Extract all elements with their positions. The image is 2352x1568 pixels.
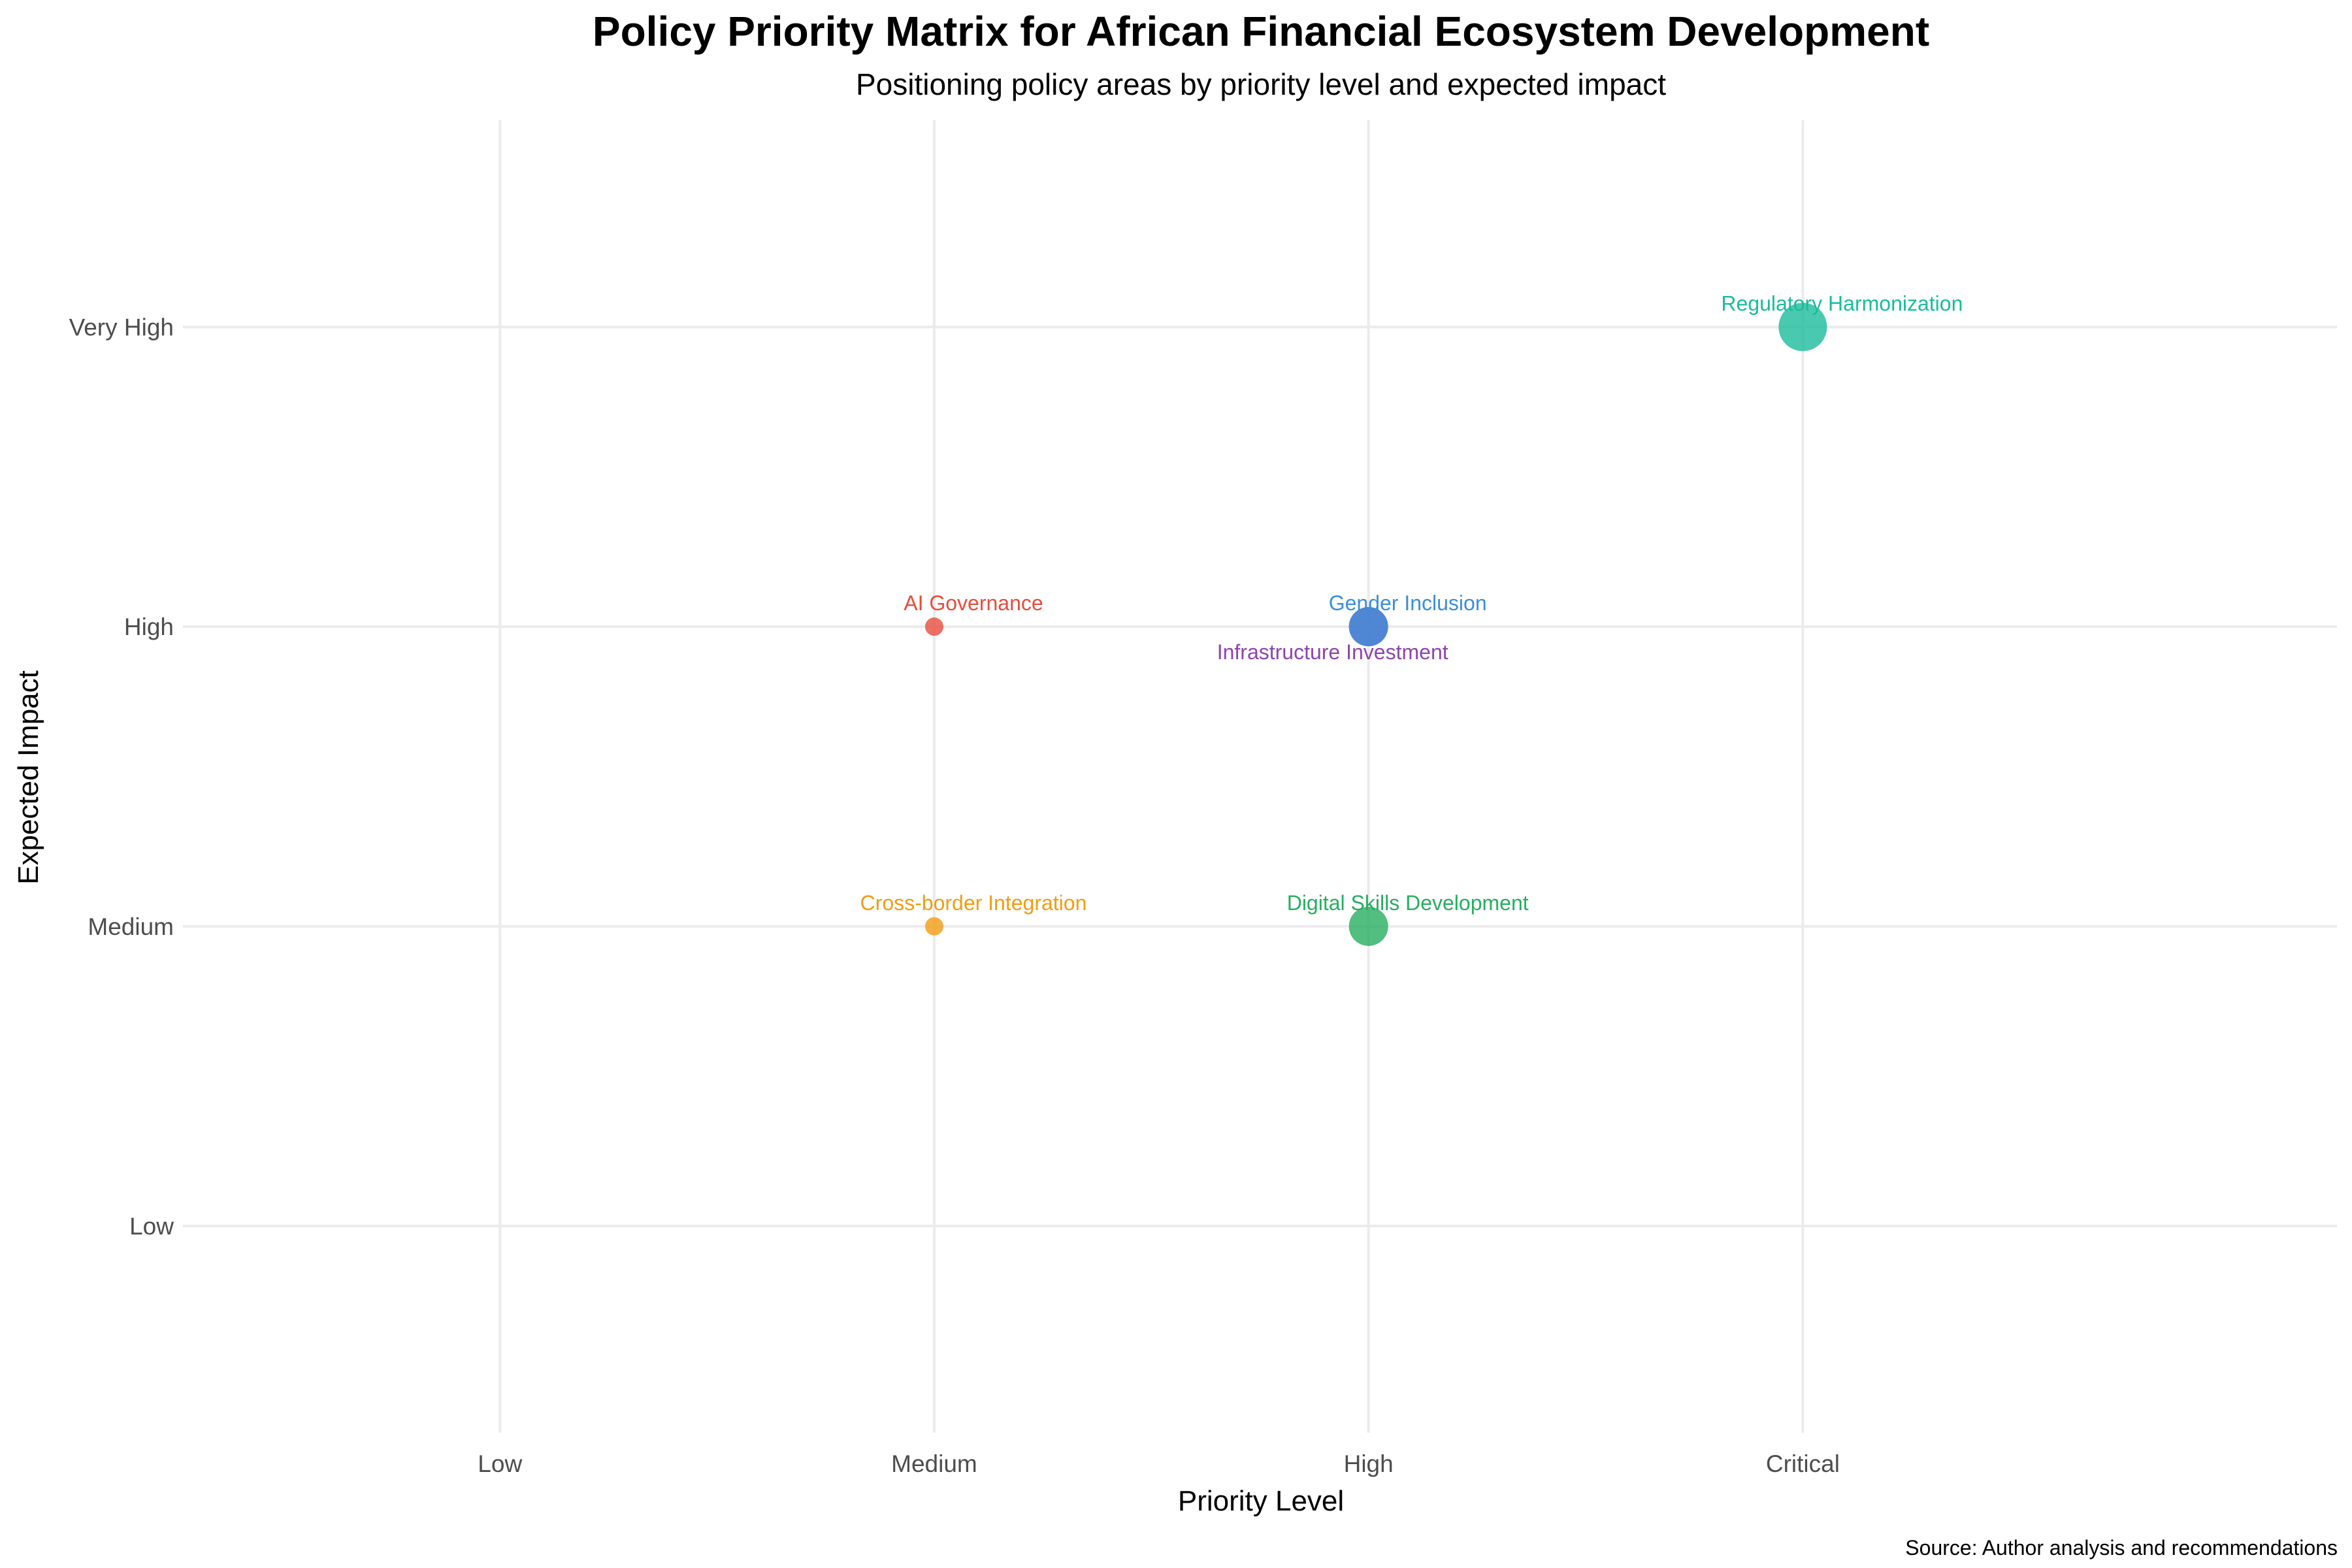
y-tick-label: Medium bbox=[88, 913, 174, 940]
data-point bbox=[924, 917, 943, 936]
data-point bbox=[1348, 906, 1388, 946]
point-label: Digital Skills Development bbox=[1287, 891, 1529, 915]
gridlines bbox=[183, 120, 2337, 1433]
data-point bbox=[924, 617, 943, 636]
point-label: Gender Inclusion bbox=[1329, 591, 1487, 615]
y-tick-label: Very High bbox=[69, 314, 174, 340]
data-points bbox=[924, 302, 1827, 946]
point-label: Regulatory Harmonization bbox=[1721, 291, 1963, 315]
x-axis-title: Priority Level bbox=[1178, 1485, 1344, 1517]
x-tick-label: Critical bbox=[1766, 1450, 1840, 1477]
x-tick-label: Low bbox=[478, 1450, 522, 1477]
chart-subtitle: Positioning policy areas by priority lev… bbox=[856, 67, 1666, 101]
y-tick-label: Low bbox=[129, 1213, 174, 1240]
y-tick-label: High bbox=[124, 613, 174, 640]
point-label: Infrastructure Investment bbox=[1217, 640, 1448, 664]
point-label: Cross-border Integration bbox=[860, 891, 1087, 915]
data-point bbox=[1348, 607, 1388, 647]
source-caption: Source: Author analysis and recommendati… bbox=[1905, 1536, 2338, 1560]
x-tick-label: High bbox=[1344, 1450, 1394, 1477]
x-axis-ticks: Low Medium High Critical bbox=[478, 1450, 1840, 1477]
data-point bbox=[1778, 302, 1827, 351]
y-axis-title: Expected Impact bbox=[12, 670, 44, 885]
chart-title: Policy Priority Matrix for African Finan… bbox=[593, 8, 1929, 55]
point-label: AI Governance bbox=[904, 591, 1043, 615]
point-labels: Regulatory Harmonization AI Governance Inf… bbox=[860, 291, 1963, 914]
y-axis-ticks: Low Medium High Very High bbox=[69, 314, 174, 1239]
x-tick-label: Medium bbox=[891, 1450, 977, 1477]
